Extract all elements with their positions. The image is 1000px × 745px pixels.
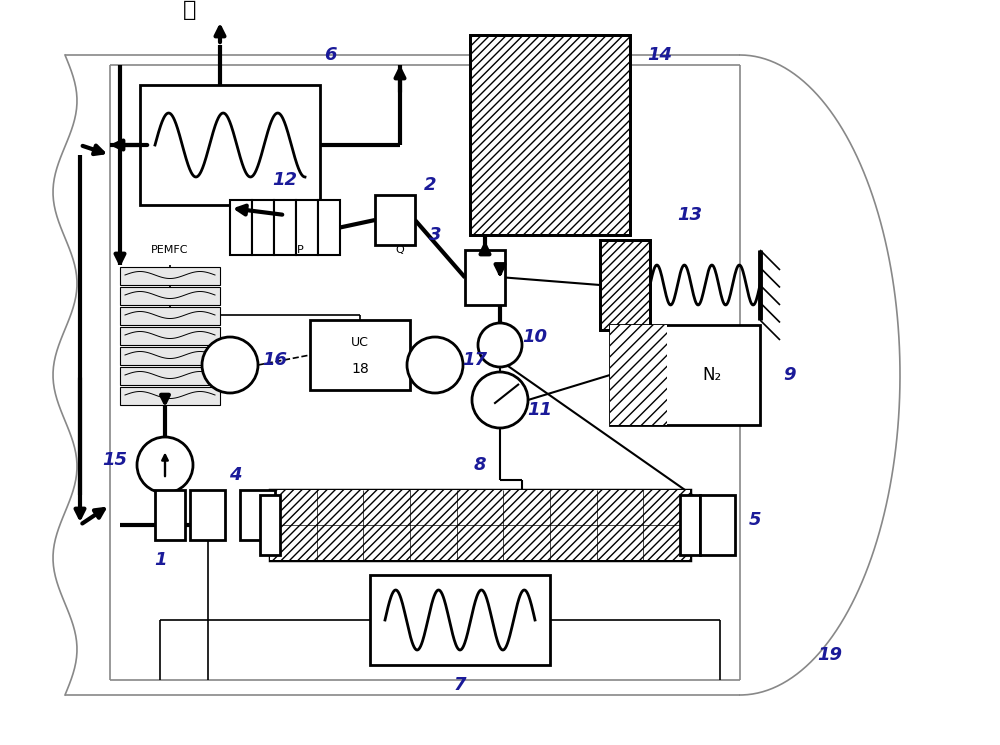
Circle shape (478, 323, 522, 367)
Text: 13: 13 (678, 206, 702, 224)
Text: 11: 11 (528, 401, 552, 419)
Bar (600, 240, 650, 330)
Bar (470, 35, 630, 235)
Bar (270, 490, 690, 560)
Bar (610, 325, 667, 425)
Bar (296, 200, 318, 255)
Bar (120, 367, 220, 385)
Bar (140, 85, 320, 205)
Bar (240, 490, 275, 540)
Text: 3: 3 (429, 226, 441, 244)
Bar (120, 267, 220, 285)
Text: 5: 5 (749, 511, 761, 529)
Text: 9: 9 (784, 366, 796, 384)
Bar (270, 490, 690, 560)
Bar (375, 195, 415, 245)
Circle shape (407, 337, 463, 393)
Bar (610, 325, 760, 425)
Text: 2: 2 (424, 176, 436, 194)
Bar (120, 387, 220, 405)
Text: 12: 12 (272, 171, 298, 189)
Bar (260, 495, 280, 555)
Text: 6: 6 (324, 46, 336, 64)
Text: UC: UC (351, 336, 369, 349)
Bar (120, 287, 220, 305)
Bar (230, 200, 252, 255)
Text: 14: 14 (648, 46, 672, 64)
Bar (120, 346, 220, 365)
Text: 18: 18 (351, 362, 369, 376)
Circle shape (472, 372, 528, 428)
Text: 10: 10 (522, 328, 548, 346)
Text: 17: 17 (462, 351, 488, 369)
Bar (310, 320, 410, 390)
Text: 15: 15 (103, 451, 128, 469)
Bar (155, 490, 185, 540)
Circle shape (202, 337, 258, 393)
Text: Q: Q (396, 245, 404, 255)
Bar (680, 495, 700, 555)
Bar (120, 326, 220, 345)
Circle shape (137, 437, 193, 493)
Text: 热: 热 (183, 0, 197, 20)
Text: 4: 4 (229, 466, 241, 484)
Bar (600, 240, 650, 330)
Text: 1: 1 (154, 551, 166, 569)
Bar (190, 490, 225, 540)
Text: 8: 8 (474, 456, 486, 474)
Text: 7: 7 (454, 676, 466, 694)
Bar (120, 306, 220, 325)
Text: PEMFC: PEMFC (151, 245, 189, 255)
Bar (252, 200, 274, 255)
Text: P: P (297, 245, 303, 255)
Text: N₂: N₂ (702, 366, 722, 384)
Bar (370, 575, 550, 665)
Bar (465, 250, 505, 305)
Text: 16: 16 (262, 351, 288, 369)
Text: 19: 19 (818, 646, 842, 664)
Bar (700, 495, 735, 555)
Bar (318, 200, 340, 255)
Bar (470, 35, 630, 235)
Bar (274, 200, 296, 255)
